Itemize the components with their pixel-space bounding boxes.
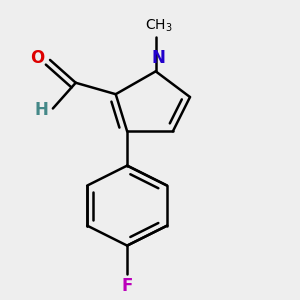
Text: H: H: [35, 101, 49, 119]
Text: N: N: [152, 49, 166, 67]
Text: O: O: [31, 50, 45, 68]
Text: F: F: [122, 277, 133, 295]
Text: CH$_3$: CH$_3$: [145, 18, 172, 34]
